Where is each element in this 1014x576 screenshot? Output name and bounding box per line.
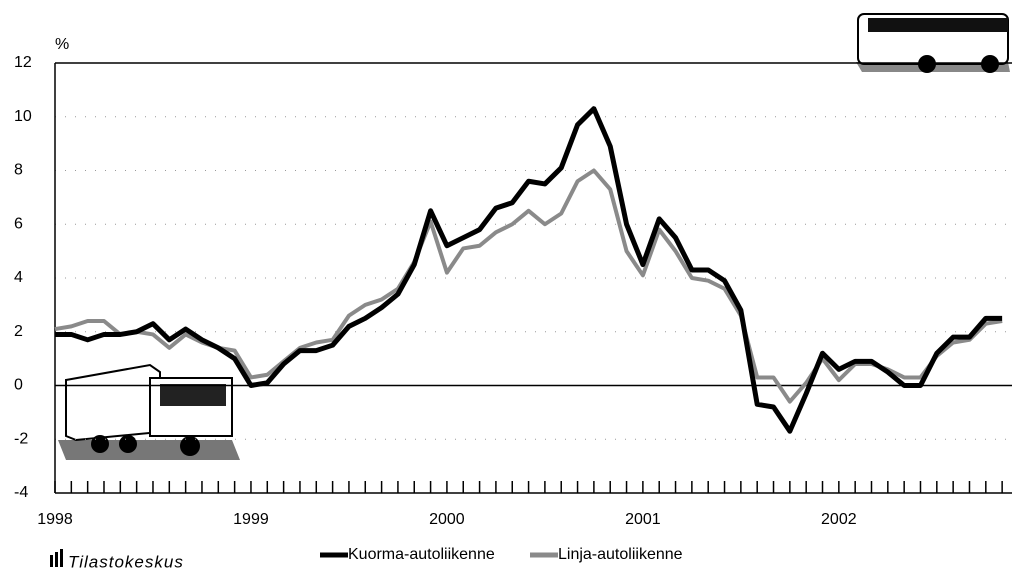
y-tick-label: 8 — [14, 162, 23, 179]
y-tick-label: 12 — [14, 54, 32, 71]
bus-icon — [856, 14, 1010, 73]
x-tick-label: 2000 — [429, 511, 465, 528]
y-tick-label: 10 — [14, 108, 32, 125]
x-tick-label: 1998 — [37, 511, 73, 528]
y-tick-label: 2 — [14, 323, 23, 340]
x-tick-label: 1999 — [233, 511, 269, 528]
chart: % Tilastokeskus -4 -2 0 2 4 6 8 10 12 1998 1999 200… — [0, 0, 1014, 576]
series-line — [55, 171, 1002, 402]
y-tick-label: 6 — [14, 215, 23, 232]
y-tick-label: 0 — [14, 377, 23, 394]
legend-label: Kuorma-autoliikenne — [348, 546, 495, 563]
legend-label: Linja-autoliikenne — [558, 546, 683, 563]
y-tick-label: -4 — [14, 484, 28, 501]
y-tick-label: -2 — [14, 430, 28, 447]
truck-icon — [58, 365, 240, 460]
y-tick-label: 4 — [14, 269, 23, 286]
y-axis-label: % — [55, 36, 69, 53]
x-tick-label: 2002 — [821, 511, 857, 528]
source: Tilastokeskus — [68, 552, 184, 571]
x-tick-label: 2001 — [625, 511, 661, 528]
logo: Tilastokeskus — [50, 549, 184, 571]
